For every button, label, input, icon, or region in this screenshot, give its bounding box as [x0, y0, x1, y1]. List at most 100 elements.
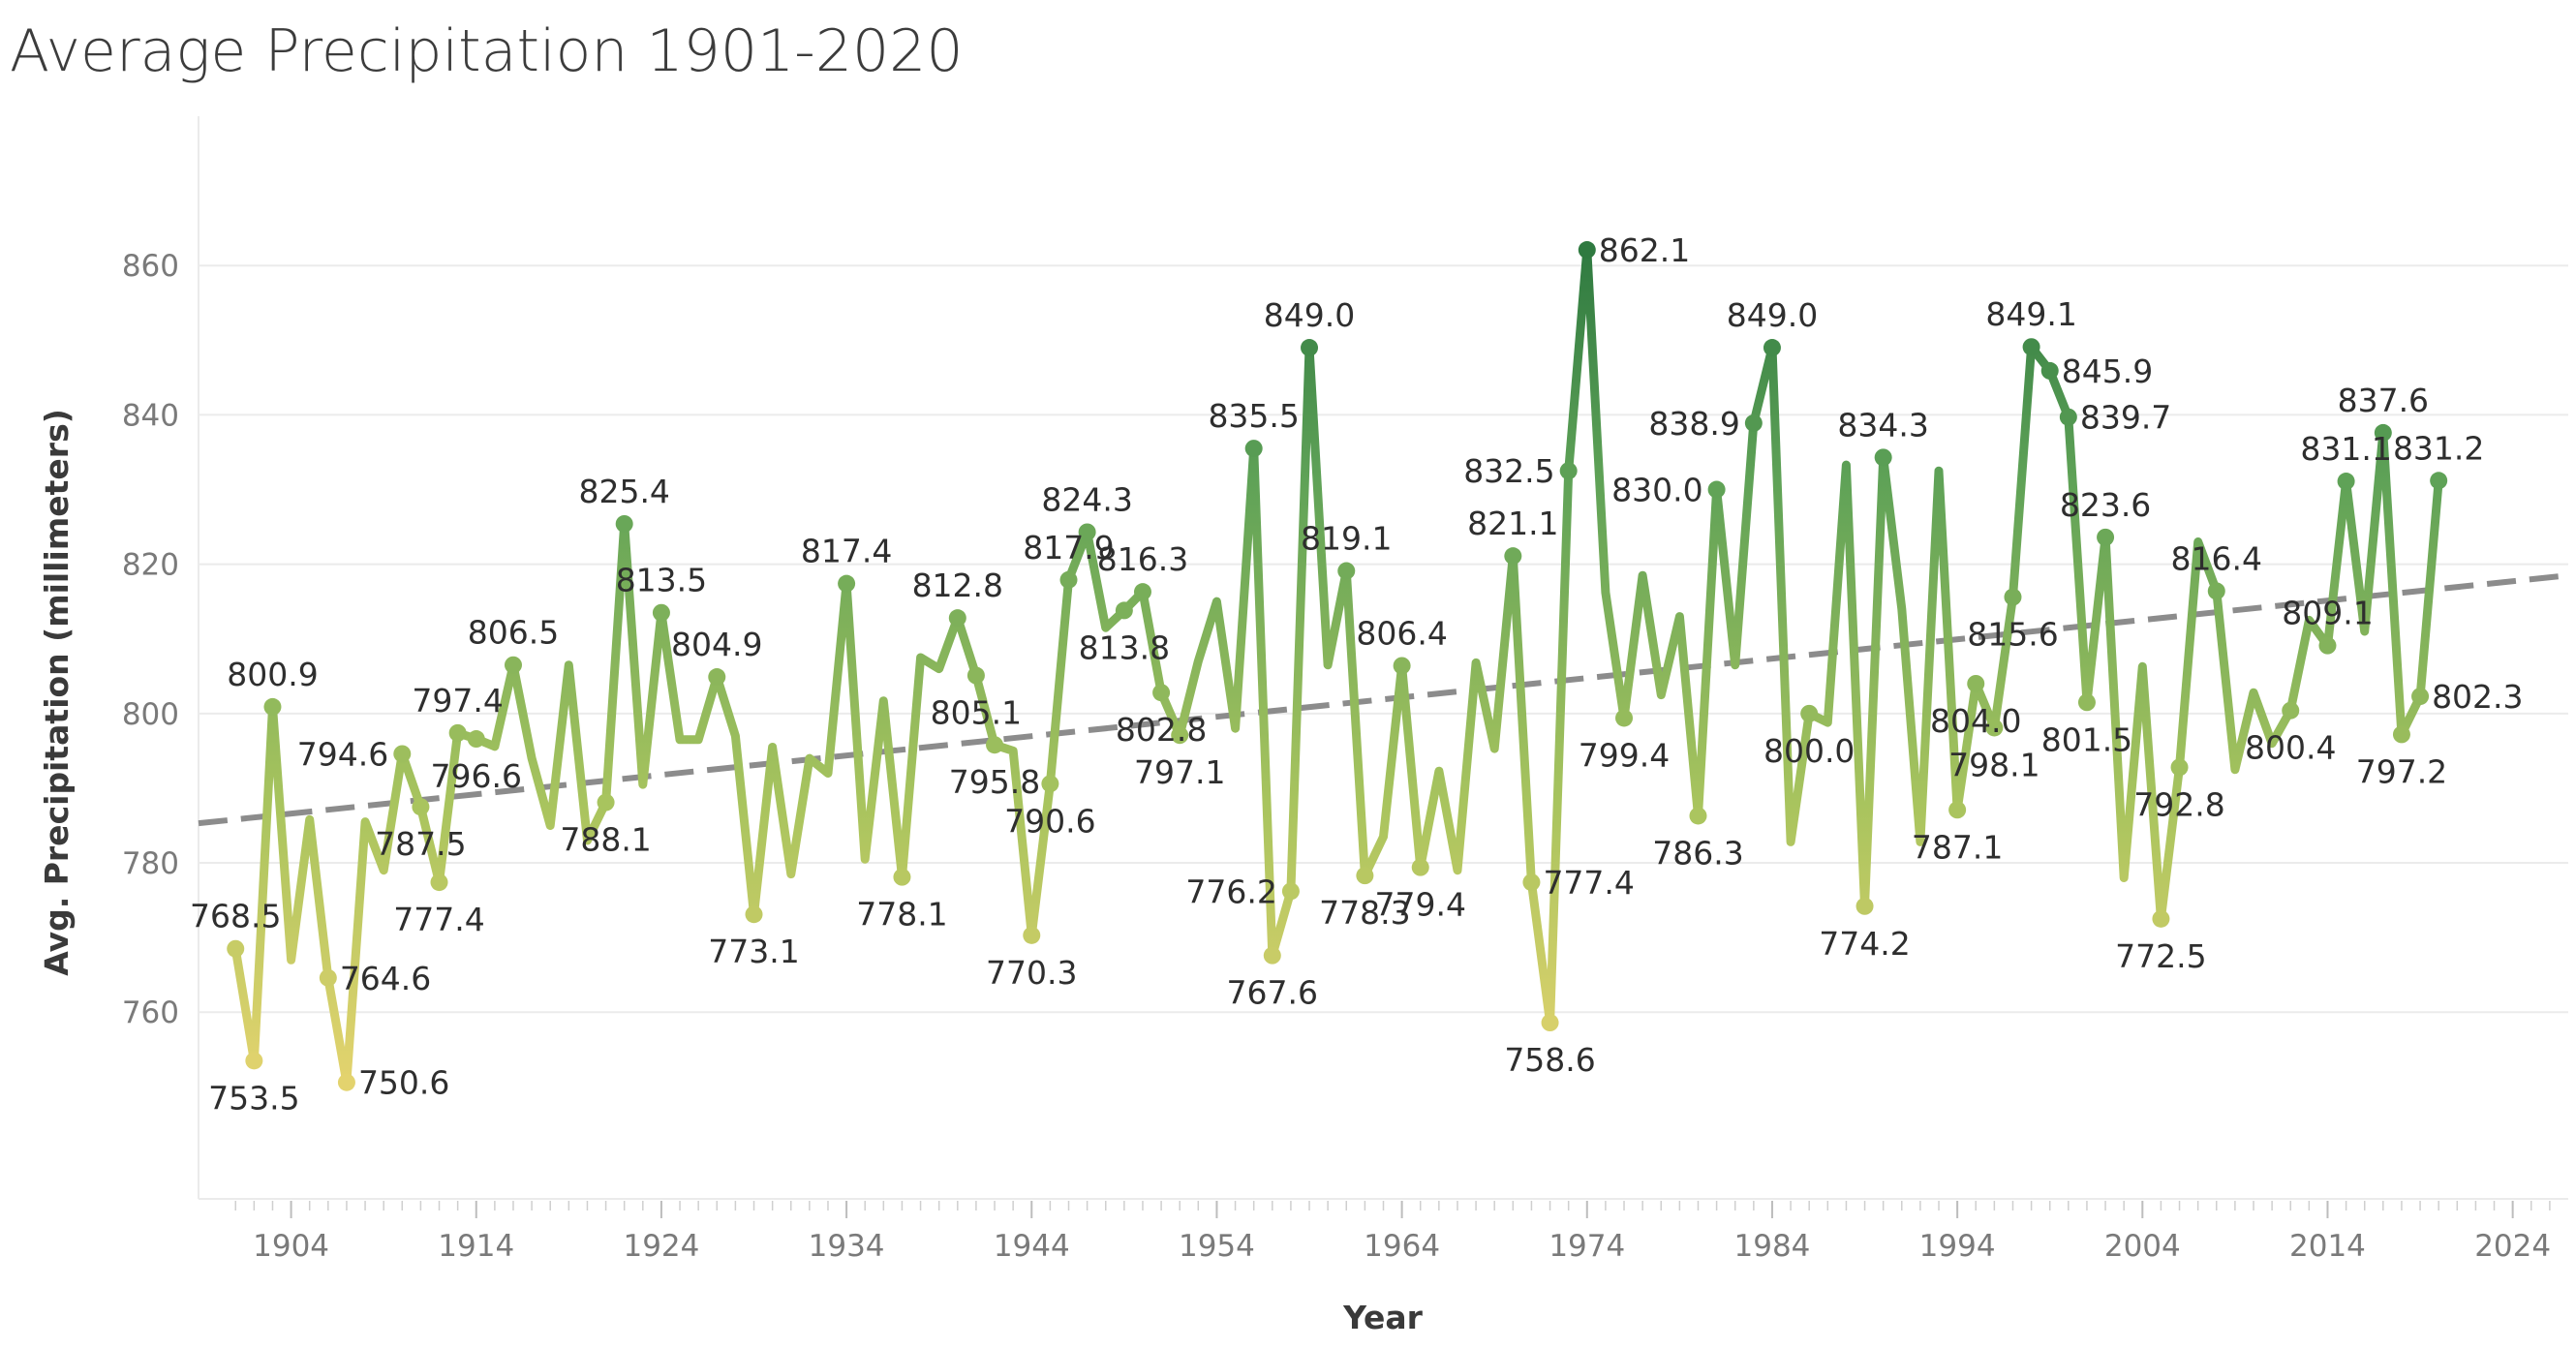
data-point: [412, 798, 430, 816]
x-tick-label: 2024: [2474, 1229, 2551, 1264]
x-tick-label: 2014: [2289, 1229, 2366, 1264]
data-point: [1948, 801, 1967, 819]
data-label: 777.4: [1543, 864, 1634, 902]
data-label: 849.0: [1727, 296, 1818, 334]
data-label: 787.5: [375, 825, 466, 863]
y-tick-label: 800: [122, 697, 179, 732]
data-label: 768.5: [190, 898, 281, 935]
data-point: [2282, 701, 2300, 720]
data-point: [2392, 725, 2410, 744]
data-point: [2430, 472, 2448, 490]
data-point: [948, 609, 966, 628]
data-point: [893, 868, 911, 886]
y-tick-label: 780: [122, 846, 179, 881]
data-point: [2337, 473, 2355, 491]
data-label: 773.1: [708, 933, 799, 970]
data-point: [2170, 758, 2189, 777]
x-tick-label: 1934: [809, 1229, 885, 1264]
data-label: 797.2: [2356, 752, 2447, 790]
data-point: [393, 745, 412, 763]
data-point: [986, 736, 1004, 754]
data-label: 788.1: [560, 821, 651, 859]
data-points: [227, 241, 2448, 1091]
data-label: 809.1: [2282, 595, 2373, 632]
data-label: 787.1: [1912, 828, 2003, 866]
data-label: 800.4: [2245, 729, 2336, 767]
data-label: 758.6: [1504, 1041, 1595, 1079]
data-point: [504, 656, 522, 674]
data-point: [2040, 361, 2059, 380]
y-tick-label: 760: [122, 996, 179, 1030]
data-label: 794.6: [297, 735, 388, 773]
x-tick-label: 2004: [2104, 1229, 2181, 1264]
data-point: [1559, 462, 1578, 480]
data-label: 786.3: [1652, 834, 1743, 872]
data-point: [263, 697, 282, 716]
data-point: [1152, 684, 1171, 702]
data-label: 772.5: [2115, 937, 2206, 975]
data-label: 817.9: [1023, 529, 1114, 567]
data-point: [745, 905, 763, 924]
data-label: 797.4: [412, 682, 503, 720]
data-point: [2207, 582, 2225, 600]
data-label: 824.3: [1041, 480, 1132, 518]
data-point: [2004, 588, 2022, 606]
data-point: [1115, 601, 1133, 620]
data-label: 806.5: [468, 614, 559, 652]
data-label: 779.4: [1374, 886, 1465, 924]
data-label: 792.8: [2133, 785, 2224, 823]
data-point: [1411, 858, 1429, 876]
data-point: [1263, 946, 1281, 965]
data-label: 805.1: [931, 694, 1022, 732]
data-point: [615, 514, 633, 533]
data-point: [467, 730, 485, 749]
data-point: [1393, 657, 1411, 675]
data-label: 835.5: [1208, 397, 1299, 435]
data-label: 849.0: [1264, 296, 1355, 334]
data-label: 815.6: [1967, 616, 2058, 654]
data-point: [1744, 414, 1763, 432]
data-label: 834.3: [1837, 406, 1928, 444]
data-point: [1504, 547, 1522, 566]
data-point: [1967, 674, 1985, 692]
data-label: 831.1: [2300, 430, 2391, 468]
data-point: [1541, 1014, 1559, 1032]
data-point: [2097, 528, 2115, 546]
data-point: [1874, 448, 1892, 467]
trendline-layer: [198, 572, 2569, 827]
data-point: [1078, 523, 1096, 541]
data-label: 831.2: [2393, 429, 2484, 467]
data-point: [1337, 562, 1356, 580]
data-point: [1041, 775, 1059, 793]
data-point: [245, 1052, 263, 1070]
data-point: [652, 603, 670, 622]
data-label: 839.7: [2080, 399, 2171, 437]
data-label: 798.1: [1948, 746, 2039, 783]
data-point: [597, 793, 615, 812]
x-tick-label: 1914: [438, 1229, 514, 1264]
data-point: [1356, 867, 1374, 885]
data-label: 806.4: [1356, 614, 1447, 652]
y-tick-label: 840: [122, 398, 179, 433]
data-label: 838.9: [1648, 405, 1739, 443]
data-label: 750.6: [358, 1064, 449, 1102]
data-label: 800.9: [227, 656, 318, 693]
data-label: 800.0: [1763, 732, 1855, 770]
data-point: [838, 574, 856, 593]
data-point: [1800, 704, 1819, 722]
trend-line: [198, 572, 2569, 827]
y-tick-label: 860: [122, 249, 179, 284]
data-label: 770.3: [986, 954, 1077, 992]
data-label: 801.5: [2041, 720, 2132, 758]
data-point: [1855, 897, 1874, 915]
data-point: [1133, 583, 1151, 601]
data-label: 813.5: [616, 562, 707, 599]
data-label: 804.0: [1930, 702, 2021, 740]
data-label: 825.4: [578, 473, 669, 510]
data-point: [2374, 423, 2392, 442]
data-point: [1301, 339, 1319, 357]
data-point: [2411, 688, 2430, 706]
data-label: 796.6: [431, 757, 522, 795]
data-labels: 768.5 753.5 800.9 764.6 750.6 794.6 787.5 777.4…: [190, 231, 2524, 1117]
data-label: 862.1: [1599, 231, 1690, 269]
